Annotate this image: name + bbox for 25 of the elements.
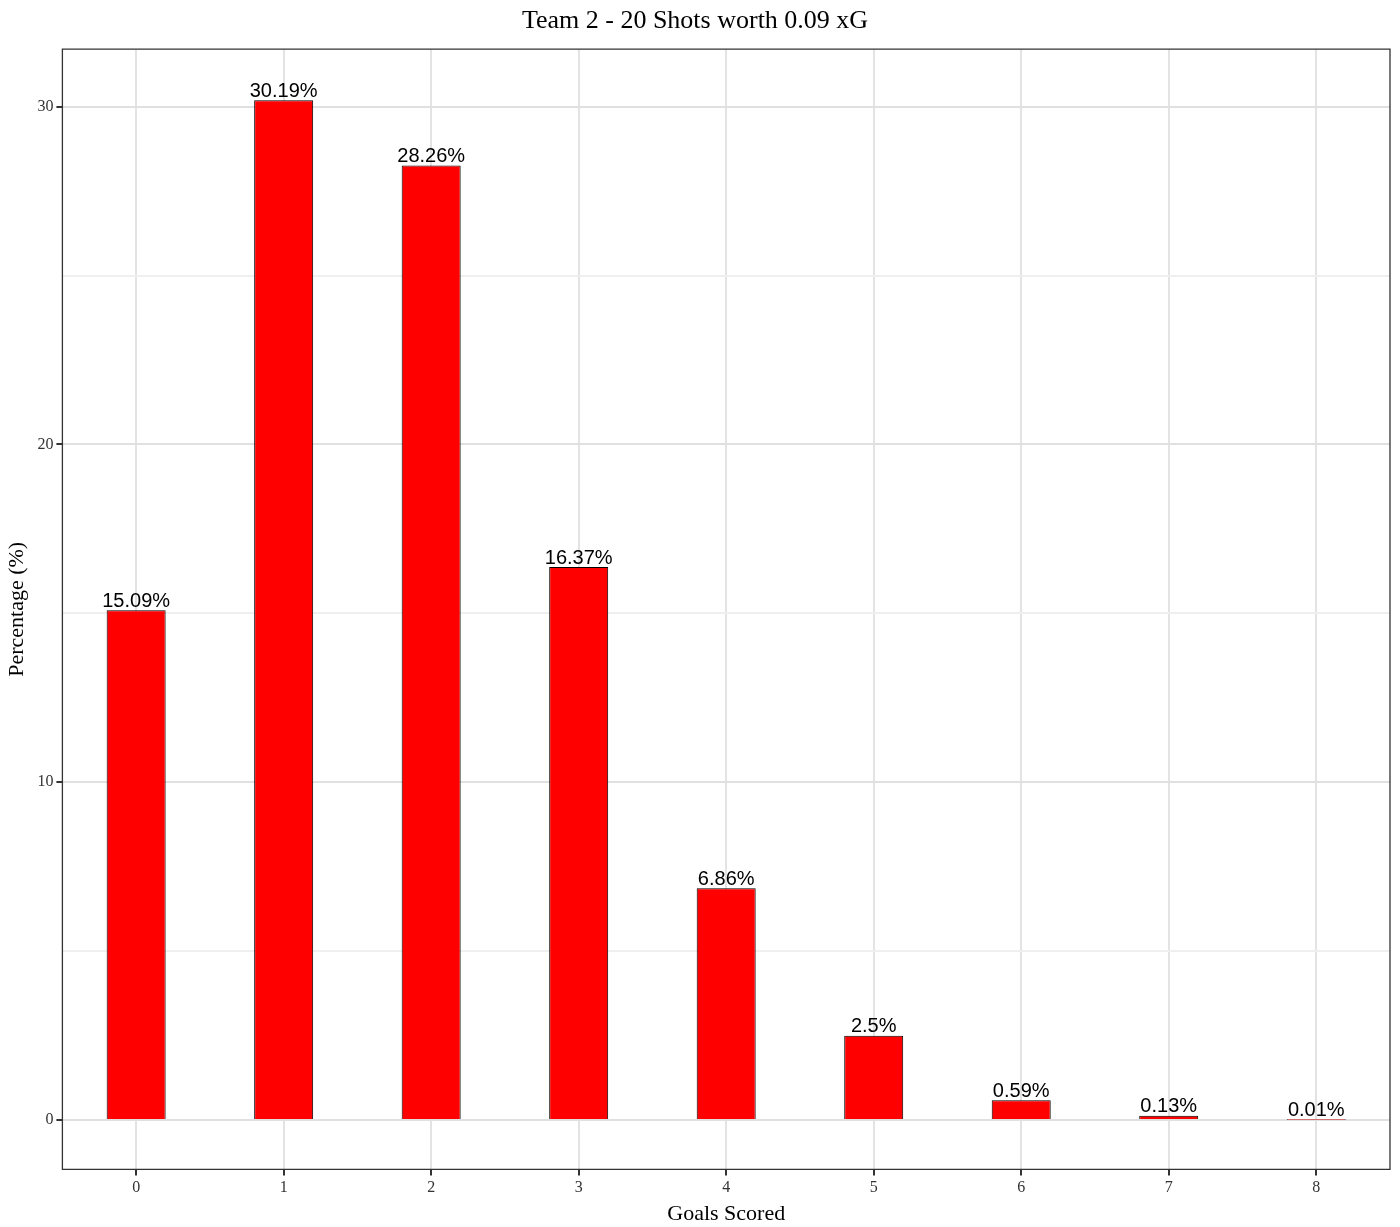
x-tick-label: 8 [1312,1178,1321,1196]
y-tick-label: 20 [37,434,54,452]
data-label: 6.86% [697,866,755,889]
y-tick-label: 30 [37,96,54,114]
data-label: 30.19% [249,78,318,101]
chart-title: Team 2 - 20 Shots worth 0.09 xG [521,5,869,35]
x-tick-label: 6 [1017,1178,1026,1196]
x-tick-label: 1 [279,1178,288,1196]
data-label: 16.37% [544,545,613,568]
x-axis-title: Goals Scored [667,1199,786,1225]
data-label: 15.09% [102,588,171,611]
y-tick-label: 0 [45,1110,54,1128]
x-tick-label: 5 [869,1178,878,1196]
data-label: 2.5% [850,1014,897,1037]
y-tick-label: 10 [37,772,54,790]
data-label: 0.13% [1140,1094,1198,1117]
x-tick-label: 4 [722,1178,731,1196]
data-label: 28.26% [397,143,466,166]
x-tick-label: 7 [1164,1178,1173,1196]
x-tick-label: 2 [427,1178,436,1196]
x-tick-label: 3 [574,1178,583,1196]
x-tick-label: 0 [132,1178,141,1196]
data-label: 0.59% [992,1078,1050,1101]
data-label: 0.01% [1287,1098,1345,1121]
y-axis-title: Percentage (%) [2,541,28,677]
